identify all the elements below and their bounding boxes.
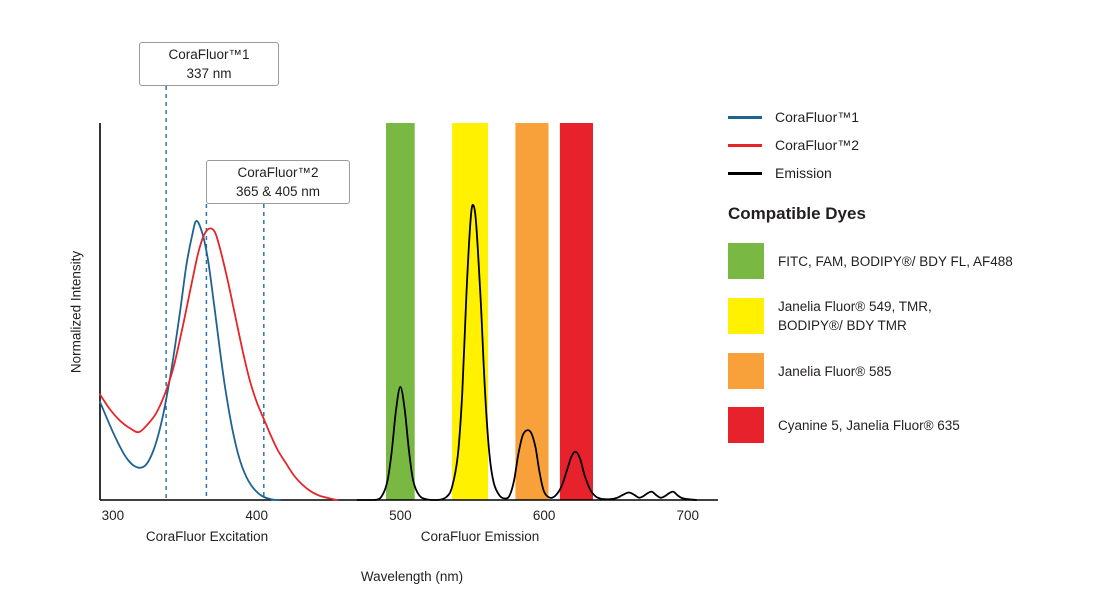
dye-item-green: FITC, FAM, BODIPY®/ BDY FL, AF488: [728, 243, 1102, 279]
spectra-chart: 300 400 500 600 700: [99, 86, 718, 523]
legend-line-icon: [728, 143, 762, 147]
x-axis-label: Wavelength (nm): [360, 569, 464, 584]
emission-curve: [356, 203, 698, 501]
callout-title: CoraFluor™2: [237, 165, 319, 180]
callout-corafluor1-337nm: CoraFluor™1 337 nm: [139, 42, 279, 86]
x-region-label-excitation: CoraFluor Excitation: [145, 529, 269, 544]
dye-item-orange: Janelia Fluor® 585: [728, 353, 1102, 389]
x-tick-label: 700: [677, 508, 700, 523]
legend-item-emission: Emission: [728, 159, 1102, 187]
callout-title: CoraFluor™1: [168, 47, 250, 62]
x-tick-label: 600: [533, 508, 556, 523]
filter-band-green: [386, 123, 415, 500]
legend-label: CoraFluor™1: [775, 109, 860, 125]
dye-swatch-orange: [728, 353, 764, 389]
x-region-label-emission: CoraFluor Emission: [420, 529, 540, 544]
side-panel: CoraFluor™1 CoraFluor™2 Emission Compati…: [728, 103, 1102, 443]
y-axis-label: Normalized Intensity: [68, 250, 84, 374]
legend-line-icon: [728, 115, 762, 119]
legend-item-corafluor1: CoraFluor™1: [728, 103, 1102, 131]
corafluor1-excitation-curve: [99, 220, 281, 501]
dye-item-yellow: Janelia Fluor® 549, TMR, BODIPY®/ BDY TM…: [728, 297, 1102, 335]
dye-swatch-green: [728, 243, 764, 279]
callout-corafluor2-365-405nm: CoraFluor™2 365 & 405 nm: [206, 160, 350, 204]
legend-label: Emission: [775, 165, 832, 181]
filter-band-yellow: [452, 123, 488, 500]
filter-band-red: [559, 123, 593, 500]
callout-wavelength: 337 nm: [186, 66, 232, 81]
dye-label: Janelia Fluor® 585: [778, 363, 892, 379]
x-tick-label: 500: [389, 508, 412, 523]
compatible-dyes-title: Compatible Dyes: [728, 204, 866, 223]
legend-item-corafluor2: CoraFluor™2: [728, 131, 1102, 159]
dye-swatch-yellow: [728, 298, 764, 334]
legend-line-icon: [728, 171, 762, 175]
callout-wavelength: 365 & 405 nm: [235, 184, 321, 199]
x-tick-label: 300: [102, 508, 125, 523]
corafluor2-excitation-curve: [99, 227, 338, 501]
dye-swatch-red: [728, 407, 764, 443]
x-tick-label: 400: [245, 508, 268, 523]
legend-label: CoraFluor™2: [775, 137, 860, 153]
dye-item-red: Cyanine 5, Janelia Fluor® 635: [728, 407, 1102, 443]
dye-label: Janelia Fluor® 549, TMR, BODIPY®/ BDY TM…: [778, 299, 932, 333]
dye-label: FITC, FAM, BODIPY®/ BDY FL, AF488: [778, 253, 1013, 269]
dye-label: Cyanine 5, Janelia Fluor® 635: [778, 417, 960, 433]
